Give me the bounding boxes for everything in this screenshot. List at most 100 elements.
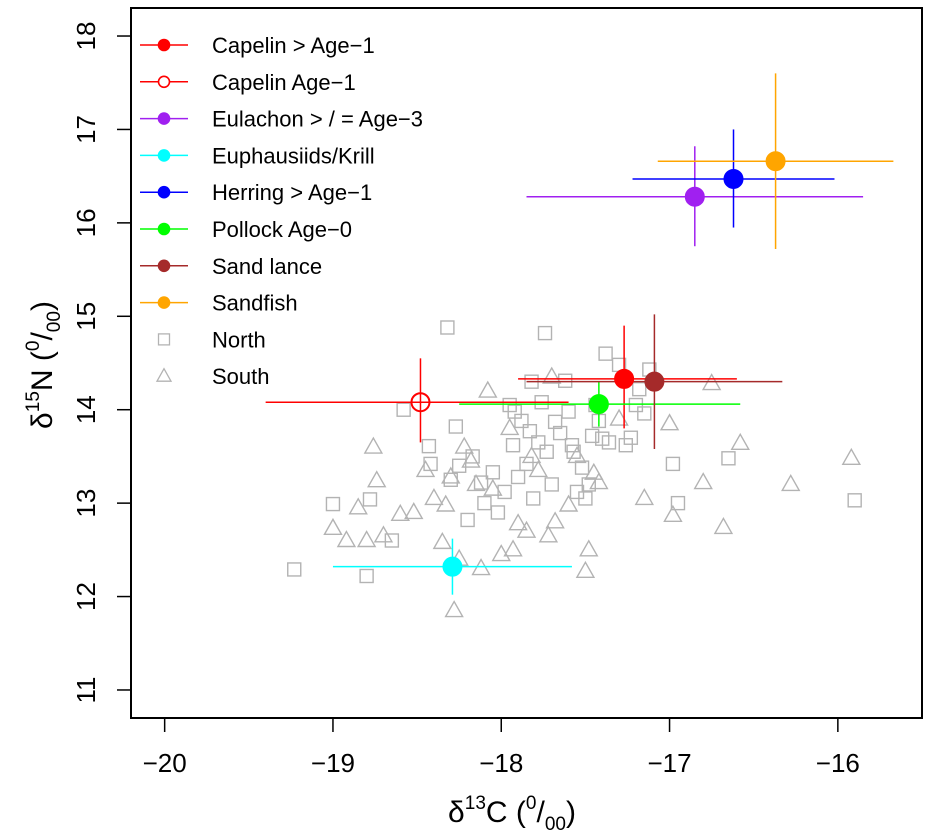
north-point-48 — [601, 435, 617, 450]
north-point-23 — [514, 413, 529, 429]
legend-label-7: Sandfish — [212, 291, 298, 316]
north-point-5 — [396, 402, 411, 417]
legend-symbol-6 — [157, 259, 171, 273]
legend-label-4: Herring > Age−1 — [212, 180, 372, 205]
x-tick-label-1: −19 — [311, 748, 355, 778]
x-tick-label-3: −17 — [647, 748, 691, 778]
north-point-31 — [539, 444, 554, 459]
north-point-15 — [477, 495, 492, 511]
south-point-21 — [499, 417, 520, 436]
legend-label-5: Pollock Age−0 — [212, 217, 352, 242]
north-point-24 — [519, 456, 534, 472]
north-point-1 — [325, 496, 341, 512]
plot-frame — [130, 7, 923, 719]
south-point-0 — [323, 517, 343, 536]
mean-point-3 — [442, 556, 463, 577]
north-point-41 — [578, 491, 593, 506]
points-layer — [287, 320, 862, 618]
north-point-30 — [537, 325, 553, 341]
north-point-17 — [490, 505, 506, 520]
x-axis-title: δ13C (0/00) — [448, 793, 576, 833]
south-point-13 — [444, 600, 464, 618]
legend-symbol-5 — [157, 222, 171, 236]
y-tick-label-0: 11 — [71, 676, 101, 703]
mean-point-2 — [684, 186, 705, 207]
south-point-7 — [390, 503, 410, 522]
south-point-33 — [584, 462, 604, 480]
legend-label-6: Sand lance — [212, 254, 322, 279]
north-point-54 — [637, 406, 652, 421]
north-point-28 — [531, 435, 546, 450]
south-point-22 — [508, 513, 528, 531]
south-point-47 — [503, 539, 523, 557]
legend-label-2: Eulachon > / = Age−3 — [212, 107, 423, 132]
north-point-47 — [598, 346, 613, 361]
south-point-20 — [491, 544, 511, 562]
north-point-8 — [440, 320, 455, 335]
y-tick-label-6: 17 — [71, 115, 101, 144]
north-point-34 — [552, 425, 568, 441]
north-point-58 — [721, 451, 736, 466]
south-point-38 — [663, 504, 683, 522]
legend-symbol-9 — [155, 367, 173, 382]
north-point-10 — [448, 419, 464, 434]
south-point-24 — [521, 446, 542, 464]
north-point-0 — [287, 562, 302, 577]
south-point-2 — [356, 530, 377, 548]
x-tick-label-0: −20 — [143, 748, 187, 778]
south-point-8 — [404, 502, 424, 520]
north-point-36 — [561, 404, 576, 419]
south-point-4 — [363, 436, 384, 454]
north-point-52 — [628, 397, 644, 413]
south-point-31 — [575, 560, 596, 579]
south-point-28 — [545, 511, 565, 529]
south-point-27 — [542, 366, 562, 384]
legend-symbol-3 — [157, 149, 171, 162]
south-point-18 — [478, 380, 498, 398]
mean-point-4 — [723, 168, 744, 189]
north-point-14 — [473, 475, 489, 490]
north-point-20 — [505, 438, 521, 453]
south-point-1 — [336, 530, 357, 548]
legend-symbol-4 — [157, 185, 171, 199]
south-point-32 — [579, 539, 599, 557]
north-point-16 — [485, 465, 501, 480]
north-point-57 — [670, 495, 686, 511]
y-tick-label-1: 12 — [71, 582, 101, 611]
south-point-5 — [367, 470, 387, 488]
south-point-43 — [781, 474, 801, 492]
north-point-11 — [451, 458, 467, 473]
y-tick-label-4: 15 — [71, 302, 101, 331]
south-point-9 — [415, 460, 436, 478]
south-point-3 — [348, 497, 368, 515]
mean-point-1 — [410, 392, 431, 413]
south-point-26 — [538, 525, 559, 543]
y-tick-label-2: 13 — [71, 489, 101, 518]
legend-label-3: Euphausiids/Krill — [212, 143, 375, 168]
north-point-33 — [547, 414, 563, 430]
north-point-43 — [584, 428, 600, 444]
y-tick-label-7: 18 — [71, 22, 101, 51]
north-point-7 — [423, 456, 438, 472]
north-point-3 — [362, 492, 378, 507]
north-point-13 — [465, 449, 480, 464]
north-point-4 — [384, 533, 400, 548]
north-point-27 — [526, 491, 541, 506]
south-point-25 — [528, 460, 548, 478]
south-point-36 — [634, 488, 655, 506]
north-point-35 — [558, 373, 573, 388]
south-point-37 — [659, 413, 680, 431]
north-point-42 — [581, 477, 596, 492]
legend-symbol-2 — [157, 112, 171, 125]
legend-symbol-1 — [157, 75, 171, 89]
x-tick-label-2: −18 — [479, 748, 523, 778]
south-point-42 — [730, 432, 750, 451]
south-point-6 — [373, 525, 394, 543]
legend-label-0: Capelin > Age−1 — [212, 33, 375, 58]
south-point-34 — [589, 472, 609, 490]
south-point-35 — [609, 408, 629, 426]
south-point-44 — [841, 447, 862, 465]
legend: Capelin > Age−1 Capelin Age−1 Eulachon > /… — [140, 33, 423, 389]
south-point-45 — [436, 494, 456, 512]
